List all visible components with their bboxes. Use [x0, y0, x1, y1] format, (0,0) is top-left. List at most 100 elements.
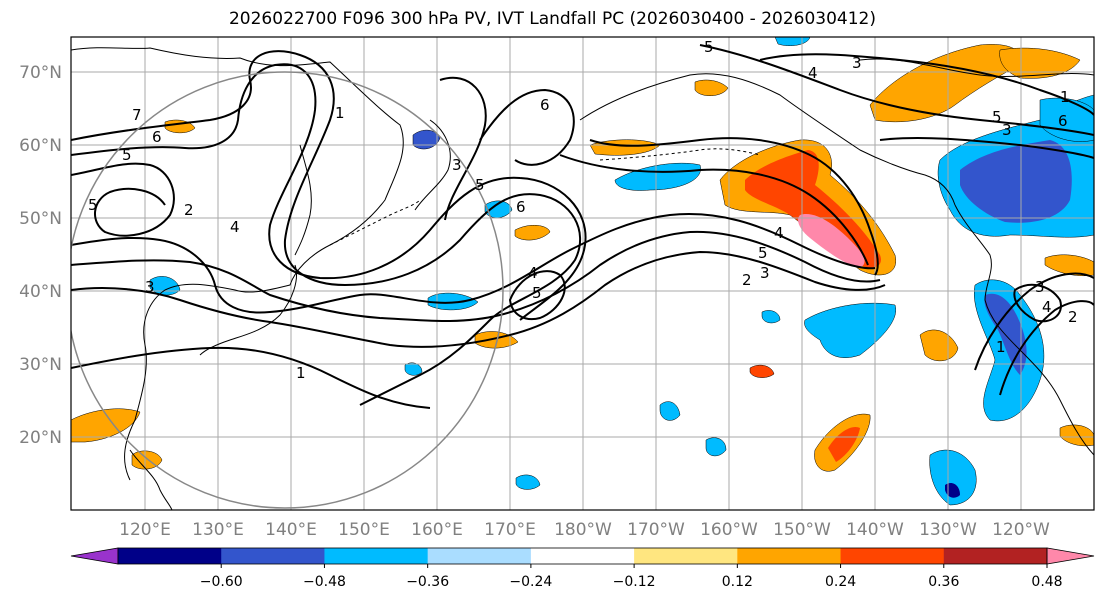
contour-label: 3 — [852, 54, 862, 72]
contour-label: 4 — [1042, 298, 1052, 316]
map-title: 2026022700 F096 300 hPa PV, IVT Landfall… — [228, 9, 876, 29]
positive-blob-small-2 — [749, 364, 775, 378]
negative-blob-small-2 — [705, 437, 727, 457]
contour-label: 5 — [88, 196, 98, 214]
contour-label: 4 — [230, 218, 240, 236]
colorbar-segment — [737, 548, 842, 564]
colorbar-tick-label: −0.12 — [613, 574, 656, 590]
negative-blob-kamchatka — [412, 129, 441, 150]
distance-ring — [71, 71, 504, 509]
contour-line — [71, 213, 876, 314]
lat-label: 70°N — [19, 63, 62, 83]
negative-blob-japan-east — [427, 292, 479, 311]
coastline-kamchatka — [414, 119, 451, 211]
contour-label: 5 — [704, 38, 714, 56]
contour-label: 6 — [152, 128, 162, 146]
lon-label: 160°E — [411, 520, 463, 540]
strong-negative-anomaly-british-columbia — [960, 140, 1072, 223]
colorbar-segment — [943, 548, 1048, 564]
contour-label: 1 — [335, 104, 345, 122]
colorbar-segment — [118, 548, 222, 564]
contour-line — [71, 250, 886, 348]
contour-line — [699, 44, 1094, 136]
strong-positive-blob-hawaii-east — [828, 426, 860, 462]
contour-label: 5 — [475, 176, 485, 194]
contour-line — [999, 300, 1094, 396]
negative-blob-bering — [614, 162, 701, 191]
lon-label: 150°E — [338, 520, 390, 540]
contour-label: 6 — [1058, 112, 1068, 130]
negative-blob-small-3 — [515, 474, 541, 490]
colorbar: −0.60 −0.48 −0.36 −0.24 −0.12 0.12 0.24 0.36 0.4… — [70, 547, 1095, 590]
contour-line — [71, 162, 175, 237]
contour-line — [71, 346, 431, 409]
contour-line — [559, 154, 869, 266]
negative-blob-mid-pacific — [484, 200, 513, 218]
positive-blob-west-subtropics — [71, 408, 141, 443]
coastline-north-america-west — [954, 204, 1094, 456]
lon-label: 130°E — [192, 520, 244, 540]
colorbar-ticks: −0.60 −0.48 −0.36 −0.24 −0.12 0.12 0.24 0.36 0.4… — [200, 564, 1063, 590]
positive-blob-mid-pacific — [514, 225, 551, 241]
colorbar-tick-label: 0.24 — [825, 574, 856, 590]
negative-blob-small-1 — [659, 401, 681, 421]
lat-label: 50°N — [19, 209, 62, 229]
colorbar-tick-label: −0.36 — [406, 574, 449, 590]
contour-label: 5 — [532, 284, 542, 302]
contour-label: 3 — [452, 156, 462, 174]
lon-label: 140°W — [846, 520, 904, 540]
contour-label: 6 — [516, 198, 526, 216]
positive-anomaly-arctic-east — [999, 47, 1081, 79]
contour-label: 2 — [1068, 308, 1078, 326]
colorbar-tick-label: 0.12 — [722, 574, 753, 590]
lon-label: 170°W — [627, 520, 685, 540]
map-frame — [70, 36, 1095, 511]
negative-blob-subtropics — [929, 449, 977, 506]
strong-negative-blob-subtropics — [945, 483, 960, 498]
contour-labels: 7 6 5 5 1 6 5 4 3 1 2 3 4 5 6 5 3 4 5 6 … — [88, 38, 1078, 382]
contour-label: 1 — [996, 338, 1006, 356]
coastline-asia — [71, 47, 404, 481]
contour-line — [879, 136, 1094, 159]
lon-label: 150°W — [773, 520, 831, 540]
negative-blob-korea — [149, 276, 181, 296]
colorbar-segment — [221, 548, 325, 564]
contour-label: 3 — [145, 278, 155, 296]
contour-label: 1 — [296, 364, 306, 382]
lon-label: 170°E — [484, 520, 536, 540]
contour-label: 3 — [1002, 121, 1012, 139]
contour-line — [1013, 283, 1062, 323]
contour-line — [439, 76, 487, 221]
colorbar-segment — [634, 548, 738, 564]
contour-line — [759, 53, 1094, 116]
lat-label: 60°N — [19, 136, 62, 156]
colorbar-frame — [117, 547, 1048, 565]
lon-label: 120°W — [992, 520, 1050, 540]
contour-line — [71, 63, 587, 321]
colorbar-segment — [840, 548, 945, 564]
contour-label: 7 — [132, 106, 142, 124]
coastline-sakhalin — [294, 144, 312, 256]
contour-label: 4 — [774, 224, 784, 242]
colorbar-segments — [70, 547, 1095, 565]
colorbar-tick-label: −0.24 — [509, 574, 552, 590]
contour-label: 2 — [742, 271, 752, 289]
contour-label: 6 — [540, 96, 550, 114]
coastlines — [71, 47, 1094, 510]
coastline-philippines — [129, 449, 173, 510]
positive-blob-alaska-north — [694, 79, 729, 96]
negative-blob-small-4 — [404, 362, 423, 376]
colorbar-tick-label: 0.48 — [1031, 574, 1062, 590]
contour-label: 3 — [1035, 278, 1045, 296]
contour-label: 3 — [760, 264, 770, 282]
negative-blob-small-5 — [761, 310, 781, 324]
colorbar-segment — [427, 548, 532, 564]
contour-line — [479, 88, 575, 166]
contour-label: 4 — [808, 64, 818, 82]
contour-label: 5 — [758, 244, 768, 262]
contour-line — [71, 230, 881, 322]
longitude-labels: 120°E 130°E 140°E 150°E 160°E 170°E 180°… — [119, 520, 1050, 540]
contour-line — [589, 137, 879, 276]
contour-line — [508, 270, 566, 320]
